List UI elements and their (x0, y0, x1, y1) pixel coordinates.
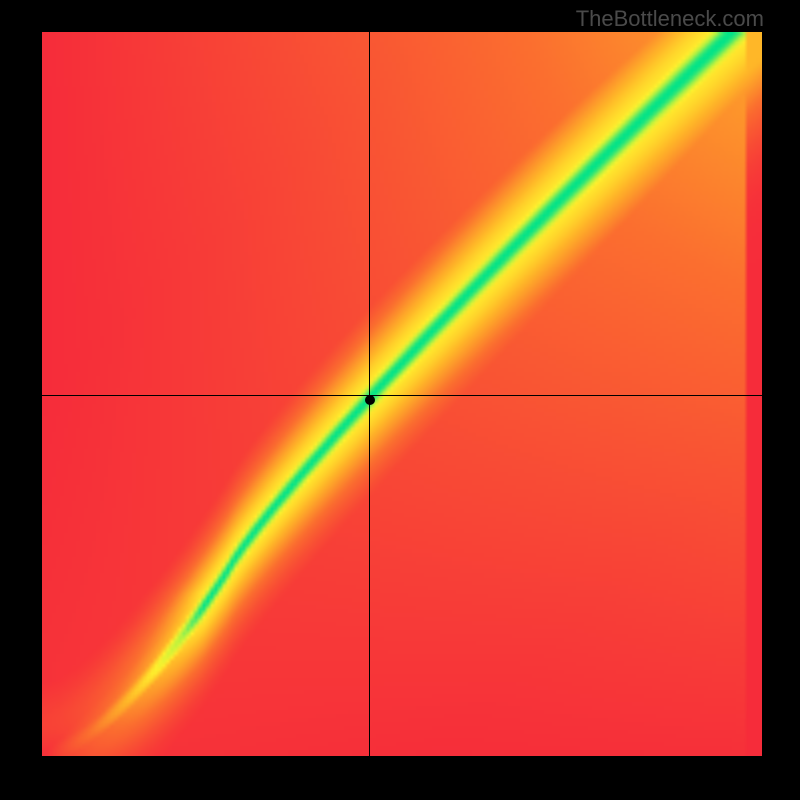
outer-frame: TheBottleneck.com (0, 0, 800, 800)
plot-area (42, 32, 762, 756)
crosshair-horizontal (42, 395, 762, 396)
watermark-text: TheBottleneck.com (576, 6, 764, 32)
marker-point (365, 395, 375, 405)
